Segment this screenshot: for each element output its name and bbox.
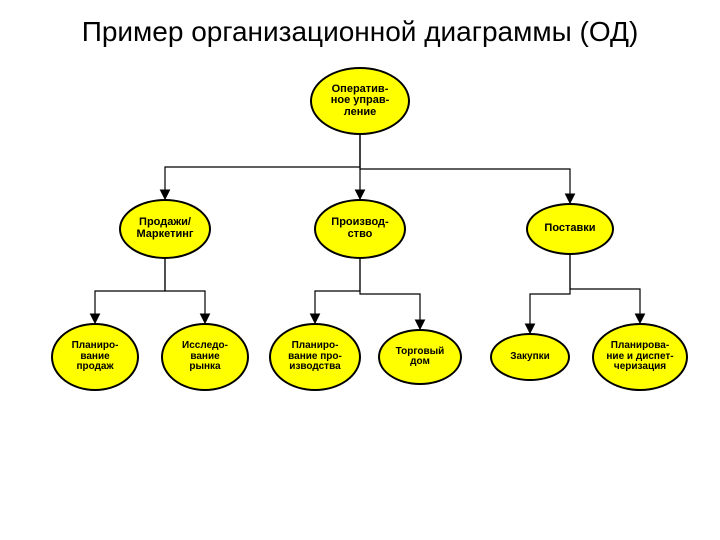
edge <box>530 255 570 333</box>
edge <box>165 259 205 323</box>
org-node-purchase: Закупки <box>490 333 570 381</box>
org-node-root: Оператив-ное управ-ление <box>310 67 410 135</box>
org-node-label: Производ-ство <box>331 217 388 240</box>
org-node-label: Торговыйдом <box>396 347 445 368</box>
org-node-prod: Производ-ство <box>314 199 406 259</box>
org-node-research: Исследо-ваниерынка <box>161 323 249 391</box>
edge <box>360 135 570 203</box>
org-node-supply: Поставки <box>526 203 614 255</box>
org-node-label: Планиро-ваниепродаж <box>72 341 119 373</box>
org-diagram: Оператив-ное управ-ление Продажи/Маркетин… <box>0 57 720 487</box>
org-node-label: Планирова-ние и диспет-черизация <box>606 341 673 373</box>
edge <box>315 259 360 323</box>
edge <box>570 255 640 323</box>
org-node-label: Продажи/Маркетинг <box>137 217 194 240</box>
org-node-label: Закупки <box>510 352 550 363</box>
org-node-planSales: Планиро-ваниепродаж <box>51 323 139 391</box>
edge <box>165 135 360 199</box>
page-title: Пример организационной диаграммы (ОД) <box>0 0 720 49</box>
org-node-label: Планиро-вание про-изводства <box>288 341 342 373</box>
org-node-label: Оператив-ное управ-ление <box>331 84 390 119</box>
org-node-tradeHouse: Торговыйдом <box>378 329 462 385</box>
org-node-planDisp: Планирова-ние и диспет-черизация <box>592 323 688 391</box>
edge <box>360 259 420 329</box>
edge <box>95 259 165 323</box>
org-node-label: Исследо-ваниерынка <box>182 341 228 373</box>
org-node-sales: Продажи/Маркетинг <box>119 199 211 259</box>
org-node-label: Поставки <box>544 223 595 235</box>
org-node-planProd: Планиро-вание про-изводства <box>269 323 361 391</box>
